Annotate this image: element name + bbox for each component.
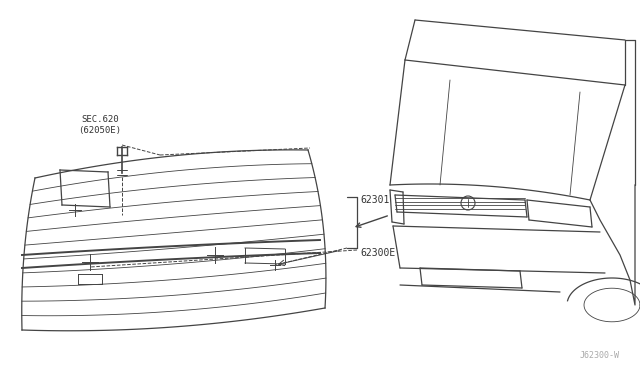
Text: 62301: 62301	[360, 195, 389, 205]
Text: SEC.620
(62050E): SEC.620 (62050E)	[79, 115, 122, 135]
Text: J62300-W: J62300-W	[580, 351, 620, 360]
Text: 62300E: 62300E	[360, 248, 396, 258]
